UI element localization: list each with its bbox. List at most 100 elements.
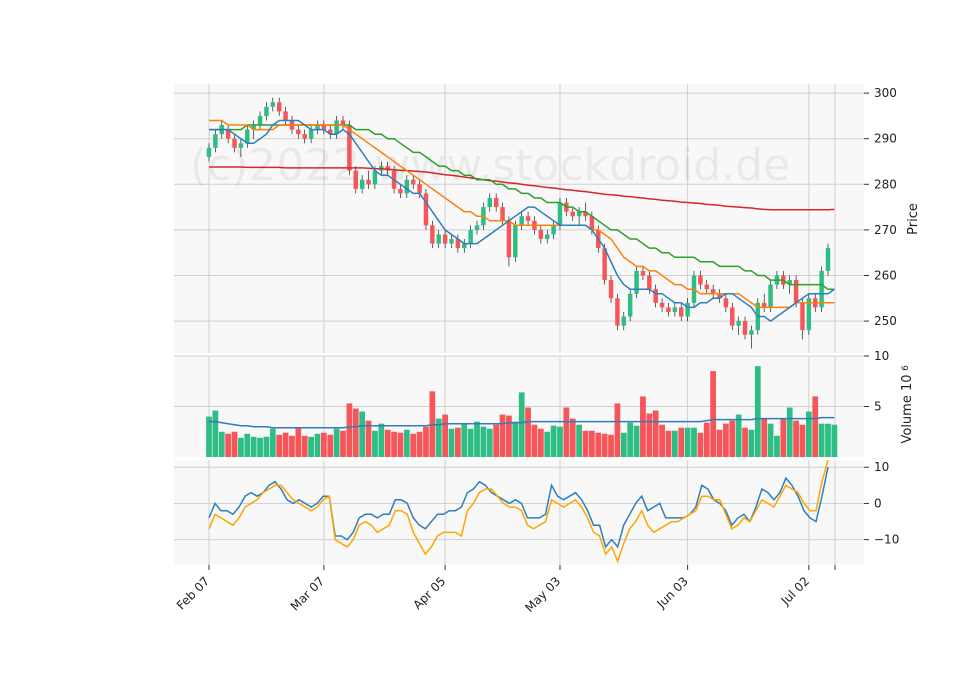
volume-bar xyxy=(595,432,602,457)
volume-bar xyxy=(537,428,544,457)
volume-bar xyxy=(589,430,595,457)
volume-bar xyxy=(525,407,531,457)
candle-body-down xyxy=(366,179,371,185)
candle-body-up xyxy=(449,239,454,244)
volume-bar xyxy=(346,403,353,457)
candle-body-down xyxy=(640,270,646,276)
volume-bar xyxy=(333,428,340,457)
y-tick-label: 270 xyxy=(874,223,897,237)
candle-body-down xyxy=(723,298,729,308)
candle xyxy=(653,284,658,308)
candle-body-up xyxy=(487,197,493,208)
candle xyxy=(398,184,403,198)
candle xyxy=(213,129,218,153)
candle xyxy=(308,125,314,144)
candle-body-up xyxy=(270,102,276,107)
volume-bar xyxy=(231,431,238,457)
candle-body-up xyxy=(436,234,441,244)
volume-bar xyxy=(397,432,404,457)
candle-body-up xyxy=(544,234,550,240)
candle xyxy=(436,229,441,249)
candle-body-down xyxy=(423,193,429,226)
candle xyxy=(525,211,531,226)
volume-bar xyxy=(659,424,665,457)
candle xyxy=(455,234,461,253)
candle-body-down xyxy=(538,229,544,240)
candle-body-up xyxy=(308,129,314,139)
candle xyxy=(678,302,684,322)
x-tick-label: Jun 03 xyxy=(654,574,691,611)
candle-body-down xyxy=(653,289,658,303)
candle-body-down xyxy=(296,129,301,135)
volume-bar xyxy=(359,411,366,457)
candle xyxy=(730,302,735,331)
volume-bar xyxy=(486,428,493,457)
candle-body-down xyxy=(410,179,416,185)
volume-bar xyxy=(455,427,461,457)
candle-body-up xyxy=(372,170,378,185)
volume-bar xyxy=(365,420,372,457)
candle-body-down xyxy=(232,138,237,148)
volume-bar xyxy=(308,436,314,457)
candle-body-up xyxy=(213,134,218,148)
candle xyxy=(340,115,346,130)
candle-body-up xyxy=(806,298,812,331)
oscillator-line-blue xyxy=(208,467,829,549)
volume-bar xyxy=(563,407,570,457)
moving-average-short-line xyxy=(209,119,835,323)
volume-bar xyxy=(448,428,455,457)
candle xyxy=(283,106,288,126)
candle-body-down xyxy=(276,102,282,112)
volume-bar xyxy=(295,427,302,457)
candle-body-up xyxy=(749,330,754,335)
oscillator-panel xyxy=(174,460,864,565)
candle-body-up xyxy=(685,302,690,317)
candle-body-down xyxy=(800,302,805,331)
candle xyxy=(621,311,627,331)
candle xyxy=(551,220,556,240)
candle-body-down xyxy=(742,321,748,335)
candle xyxy=(698,270,703,290)
candle xyxy=(366,170,371,189)
volume-bar xyxy=(671,430,678,457)
price-axis-label: Price xyxy=(906,203,921,235)
candle-body-down xyxy=(455,239,461,249)
volume-bar xyxy=(754,366,761,457)
oscillator-line-orange xyxy=(208,459,829,564)
y-tick-label: 0 xyxy=(874,496,882,510)
candle xyxy=(704,280,709,294)
candle xyxy=(615,293,620,331)
y-tick-label: −10 xyxy=(874,533,899,547)
volume-bar xyxy=(691,427,697,457)
volume-bar xyxy=(493,424,500,457)
candle xyxy=(544,229,550,244)
candle-body-down xyxy=(385,166,390,171)
candle xyxy=(576,207,582,226)
volume-bar xyxy=(282,432,289,457)
candle xyxy=(487,193,493,212)
volume-moving-average-line xyxy=(209,416,835,429)
volume-bar xyxy=(518,392,525,457)
candle xyxy=(321,120,327,135)
volume-bar xyxy=(378,423,385,457)
candle xyxy=(232,134,237,153)
volume-bar xyxy=(684,427,691,457)
candle xyxy=(710,284,716,299)
volume-axis-label: Volume 10 xyxy=(900,374,915,443)
candle xyxy=(506,216,512,267)
volume-bar xyxy=(812,396,819,457)
volume-bar xyxy=(410,433,417,457)
volume-bar xyxy=(748,429,755,457)
candle xyxy=(462,239,467,253)
volume-bar xyxy=(474,421,480,457)
candle-body-up xyxy=(825,248,831,271)
candle xyxy=(423,188,429,230)
volume-bar xyxy=(582,430,589,457)
candle xyxy=(430,220,435,249)
candle xyxy=(296,125,301,139)
candle xyxy=(417,179,422,198)
volume-bar xyxy=(550,425,557,457)
volume-bar xyxy=(544,431,551,457)
